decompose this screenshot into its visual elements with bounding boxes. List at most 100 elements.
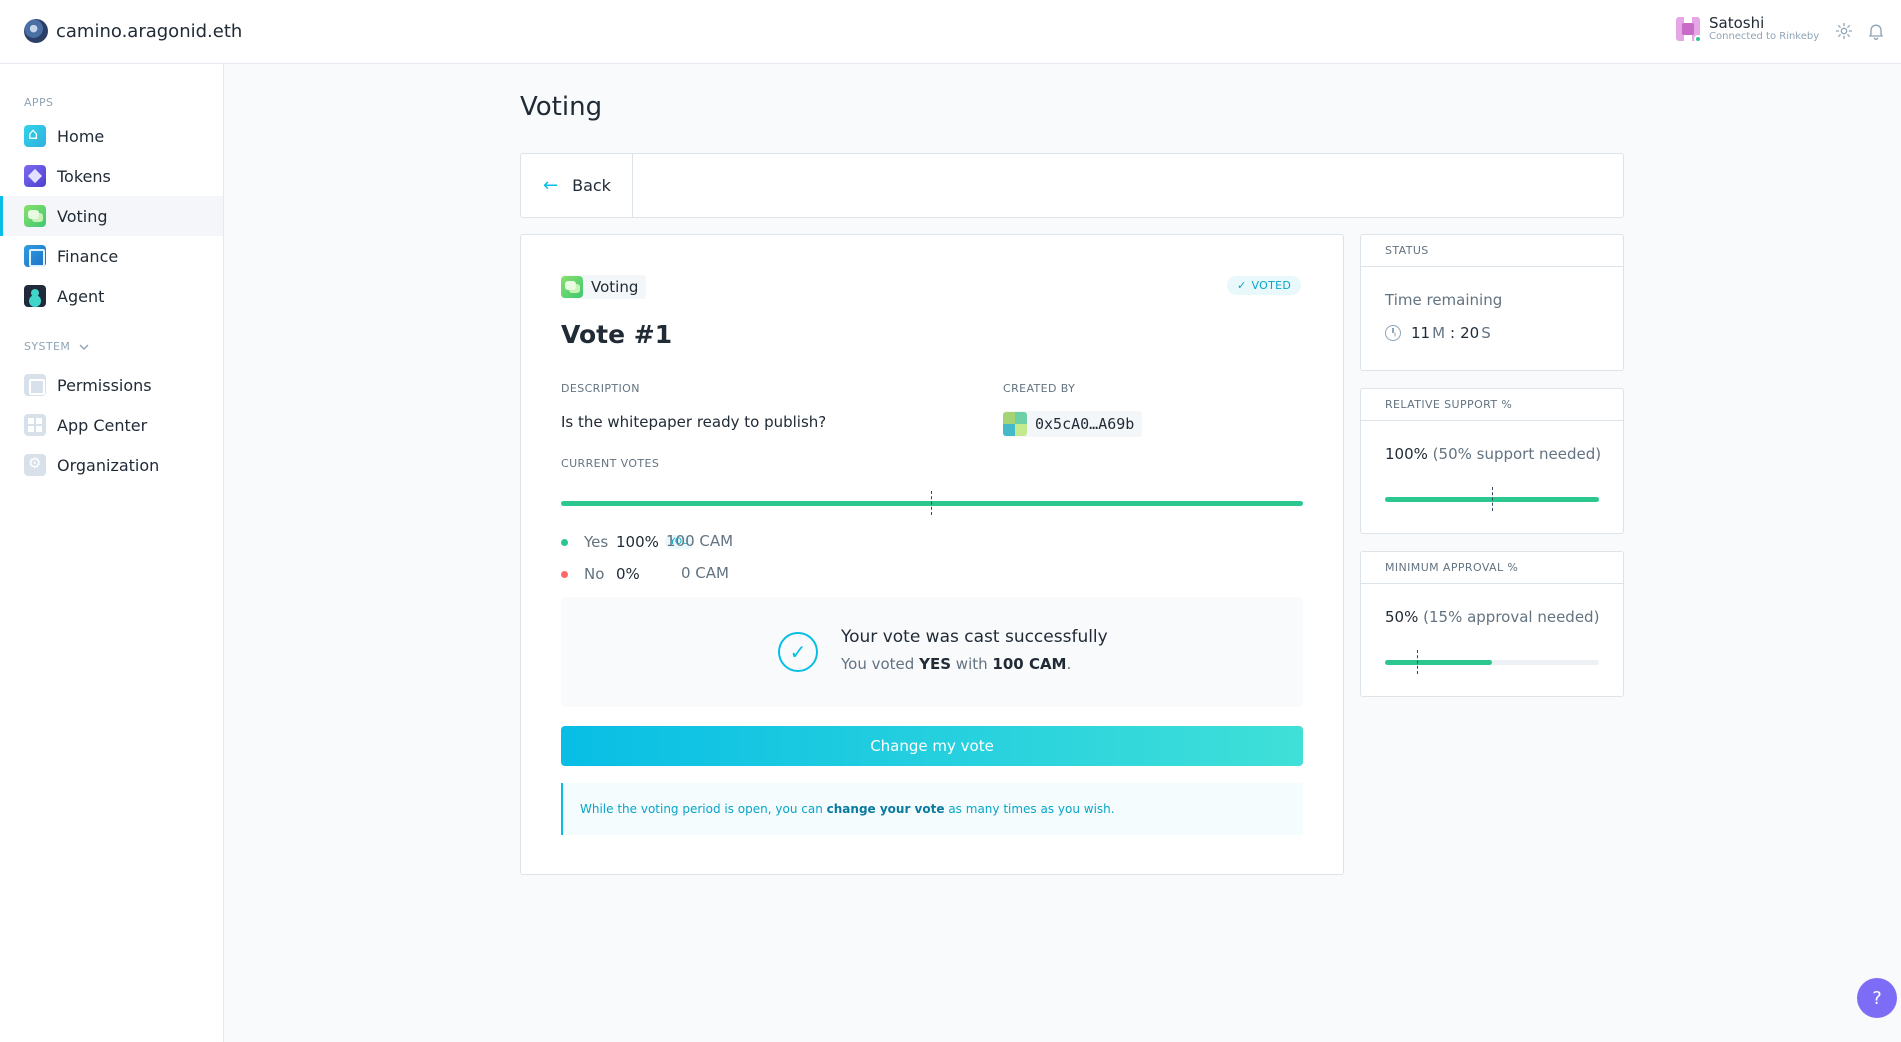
approval-value: 50% [1385, 608, 1419, 626]
change-vote-button[interactable]: Change my vote [561, 726, 1303, 766]
organization-icon [24, 454, 46, 476]
approval-panel-header: MINIMUM APPROVAL % [1361, 552, 1623, 584]
seconds-value: 20 [1460, 324, 1480, 342]
permissions-icon [24, 374, 46, 396]
creator-avatar [1003, 412, 1027, 436]
support-threshold-marker [1492, 487, 1493, 511]
voted-badge-label: VOTED [1251, 279, 1292, 292]
yes-vote-row: Yes 100% YOU [561, 532, 694, 552]
app-badge[interactable]: Voting [561, 275, 647, 299]
creator-address: 0x5cA0…A69b [1035, 415, 1135, 433]
status-panel: STATUS Time remaining 11 M : 20 S [1360, 234, 1624, 371]
account-button[interactable]: Satoshi Connected to Rinkeby [1676, 14, 1820, 44]
no-vote-row: No 0% [561, 564, 640, 584]
home-icon [24, 124, 46, 147]
time-separator: : [1450, 324, 1456, 342]
sidebar-item-app-center[interactable]: App Center [0, 405, 223, 445]
bell-icon[interactable] [1866, 21, 1886, 41]
top-bar: camino.aragonid.eth Satoshi Connected to… [0, 0, 1901, 64]
sidebar: APPS Home Tokens Voting Finance Agent SY… [0, 64, 224, 1042]
no-dot-icon [561, 570, 568, 578]
user-avatar [1676, 17, 1702, 44]
approval-needed: (15% approval needed) [1423, 608, 1600, 626]
support-threshold-marker [931, 491, 932, 515]
status-panel-header: STATUS [1361, 235, 1623, 267]
success-with: with [955, 655, 988, 673]
network-status: Connected to Rinkeby [1709, 30, 1820, 42]
tokens-icon [24, 165, 46, 187]
voting-icon [24, 205, 46, 227]
support-summary: 100% (50% support needed) [1385, 445, 1601, 463]
check-circle-icon: ✓ [778, 632, 818, 672]
support-value: 100% [1385, 445, 1428, 463]
info-message: While the voting period is open, you can… [561, 783, 1303, 835]
approval-threshold-marker [1417, 650, 1419, 674]
sidebar-item-label: App Center [57, 415, 148, 435]
success-title: Your vote was cast successfully [841, 627, 1108, 647]
sidebar-item-voting[interactable]: Voting [0, 196, 223, 236]
back-bar: ← Back [520, 153, 1624, 218]
org-switcher[interactable]: camino.aragonid.eth [24, 19, 242, 43]
sidebar-item-label: Organization [57, 455, 160, 475]
sidebar-item-permissions[interactable]: Permissions [0, 365, 223, 405]
info-text: While the voting period is open, you can… [580, 802, 1115, 816]
org-logo-icon [24, 19, 48, 43]
minimum-approval-panel: MINIMUM APPROVAL % 50% (15% approval nee… [1360, 551, 1624, 697]
sidebar-item-label: Tokens [57, 166, 111, 186]
no-amount: 0 CAM [681, 564, 729, 582]
user-name: Satoshi [1709, 14, 1765, 32]
gear-icon[interactable] [1834, 21, 1854, 41]
vote-title: Vote #1 [561, 320, 673, 349]
sidebar-item-label: Voting [57, 206, 108, 226]
sidebar-item-finance[interactable]: Finance [0, 236, 223, 276]
sidebar-item-label: Home [57, 126, 105, 146]
yes-votes-fill [561, 501, 1303, 506]
voting-icon [561, 276, 583, 298]
sidebar-item-label: Finance [57, 246, 119, 266]
org-name: camino.aragonid.eth [56, 20, 243, 42]
success-detail: You voted YES with 100 CAM. [841, 655, 1072, 673]
success-choice: YES [919, 655, 952, 673]
system-section-toggle[interactable]: SYSTEM [24, 340, 90, 353]
sidebar-item-tokens[interactable]: Tokens [0, 156, 223, 196]
vote-card: Voting ✓ VOTED Vote #1 DESCRIPTION Is th… [520, 234, 1344, 875]
yes-dot-icon [561, 538, 568, 546]
success-amount: 100 CAM [992, 655, 1067, 673]
sidebar-item-organization[interactable]: Organization [0, 445, 223, 485]
sidebar-item-home[interactable]: Home [0, 116, 223, 156]
success-prefix: You voted [841, 655, 915, 673]
yes-amount: 100 CAM [666, 532, 734, 550]
you-badge: YOU [664, 535, 694, 549]
voted-badge: ✓ VOTED [1227, 276, 1302, 295]
no-label: No [584, 565, 605, 583]
info-prefix: While the voting period is open, you can [580, 802, 823, 816]
description-label: DESCRIPTION [561, 382, 640, 395]
system-section-label: SYSTEM [24, 340, 71, 353]
connected-status-icon [1694, 35, 1702, 44]
app-badge-label: Voting [591, 278, 639, 296]
relative-support-panel: RELATIVE SUPPORT % 100% (50% support nee… [1360, 388, 1624, 534]
approval-bar [1385, 660, 1599, 665]
no-percent: 0% [616, 565, 640, 583]
sidebar-item-agent[interactable]: Agent [0, 276, 223, 316]
help-button[interactable]: ? [1857, 978, 1897, 1018]
votes-progress-bar [561, 501, 1303, 506]
created-by-label: CREATED BY [1003, 382, 1076, 395]
back-button[interactable]: ← Back [521, 154, 633, 217]
yes-percent: 100% [616, 533, 659, 551]
check-icon: ✓ [1237, 279, 1247, 292]
agent-icon [24, 285, 46, 307]
current-votes-label: CURRENT VOTES [561, 457, 660, 470]
time-remaining-label: Time remaining [1385, 291, 1503, 309]
info-emphasis: change your vote [826, 802, 945, 816]
minutes-value: 11 [1411, 324, 1431, 342]
creator-identity[interactable]: 0x5cA0…A69b [1003, 411, 1143, 437]
time-remaining: 11 M : 20 S [1385, 324, 1491, 342]
yes-label: Yes [584, 533, 609, 551]
support-panel-header: RELATIVE SUPPORT % [1361, 389, 1623, 421]
info-suffix: as many times as you wish. [948, 802, 1115, 816]
approval-summary: 50% (15% approval needed) [1385, 608, 1599, 626]
back-label: Back [572, 176, 611, 195]
clock-icon [1385, 325, 1401, 341]
seconds-unit: S [1481, 324, 1491, 342]
